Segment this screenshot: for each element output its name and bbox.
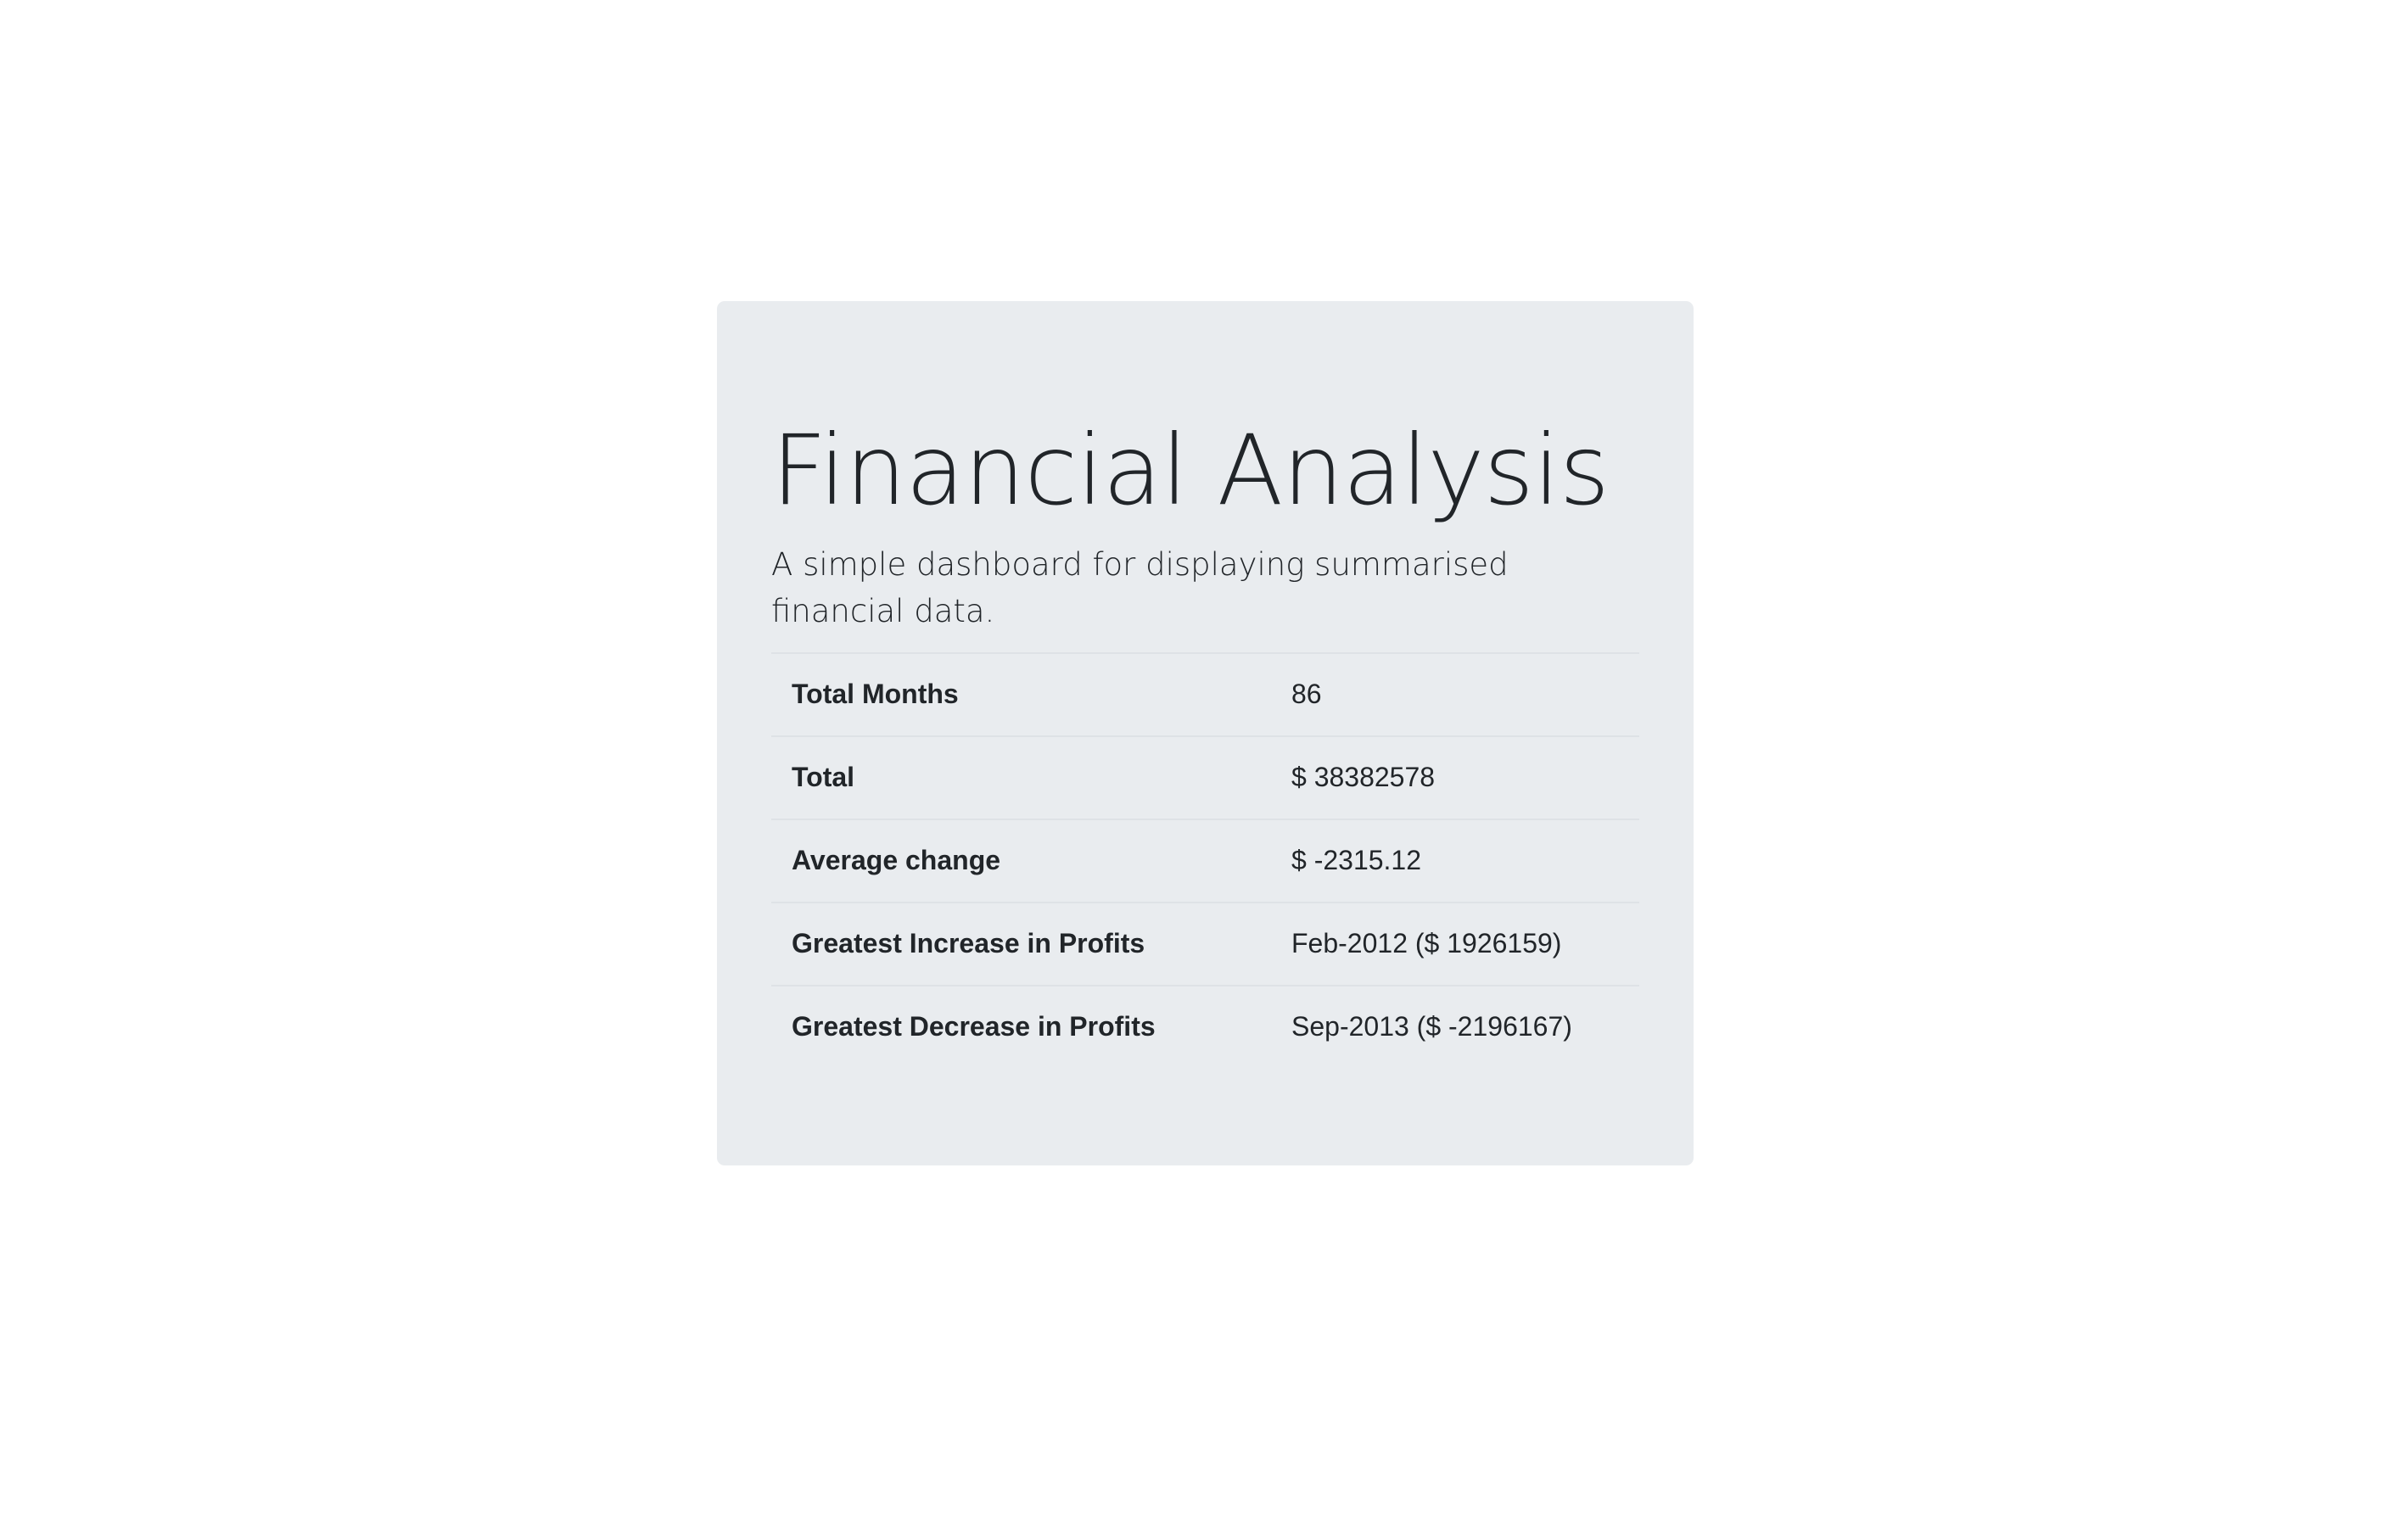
row-label: Total Months <box>771 651 1253 736</box>
row-value: 86 <box>1253 651 1639 736</box>
page-subtitle: A simple dashboard for displaying summar… <box>771 545 1509 630</box>
row-label: Greatest Decrease in Profits <box>771 984 1253 1068</box>
row-value: Sep-2013 ($ -2196167) <box>1253 984 1639 1068</box>
table-row-average-change: Average change $ -2315.12 <box>771 818 1639 902</box>
summary-table: Total Months 86 Total $ 38382578 Average… <box>771 651 1639 1068</box>
page-title: Financial Analysis <box>771 414 1610 527</box>
row-label: Greatest Increase in Profits <box>771 901 1253 986</box>
row-value: $ -2315.12 <box>1253 818 1639 902</box>
row-value: $ 38382578 <box>1253 735 1639 819</box>
row-label: Total <box>771 735 1253 819</box>
row-value: Feb-2012 ($ 1926159) <box>1253 901 1639 986</box>
table-row-greatest-decrease: Greatest Decrease in Profits Sep-2013 ($… <box>771 984 1639 1068</box>
table-row-total: Total $ 38382578 <box>771 735 1639 819</box>
table-row-greatest-increase: Greatest Increase in Profits Feb-2012 ($… <box>771 901 1639 986</box>
row-label: Average change <box>771 818 1253 902</box>
dashboard-panel: Financial Analysis A simple dashboard fo… <box>717 301 1694 1165</box>
table-row-total-months: Total Months 86 <box>771 651 1639 736</box>
